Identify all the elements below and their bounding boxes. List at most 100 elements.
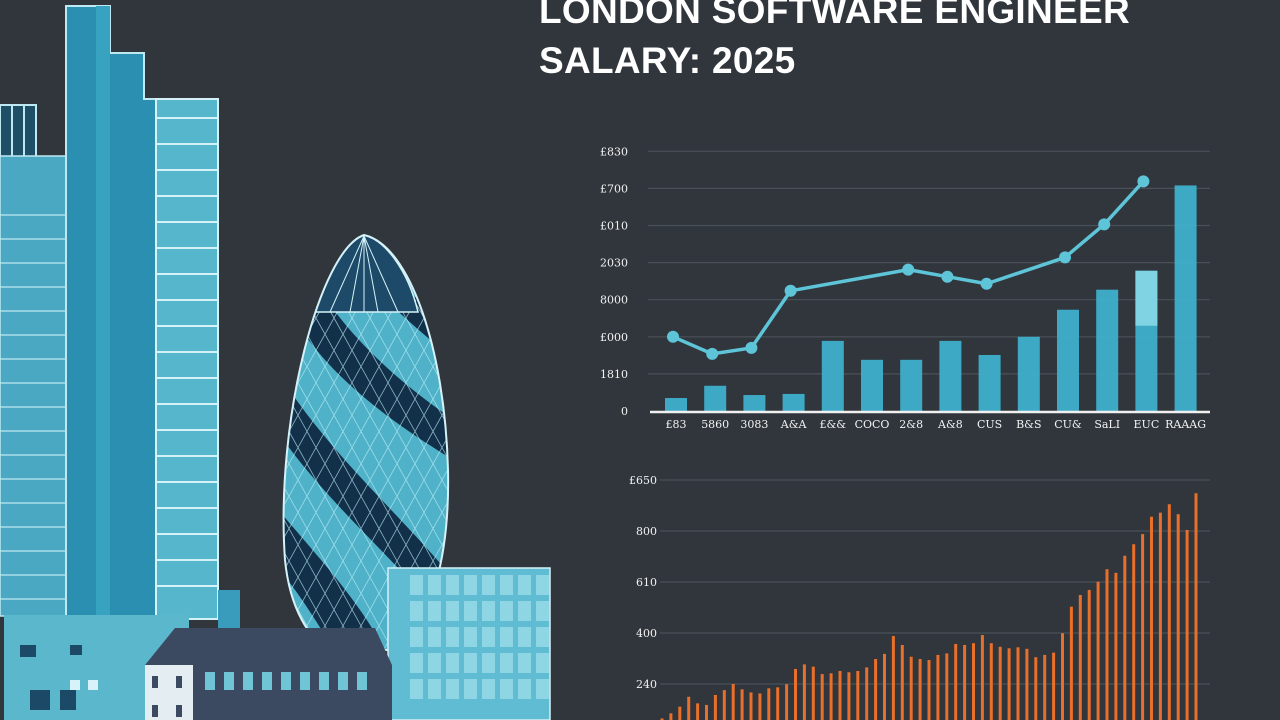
salary-trend-line: [672, 180, 1145, 356]
bar: [1043, 654, 1047, 720]
title-line-2: SALARY: 2025: [539, 40, 796, 81]
bar: [1007, 648, 1011, 720]
y-tick-label: 1810: [600, 368, 628, 381]
bar: [1069, 606, 1073, 720]
bar: [776, 687, 780, 720]
bar: [767, 688, 771, 720]
bar: [847, 672, 851, 720]
bar: [1052, 652, 1056, 720]
bar: [665, 398, 687, 411]
bar: [785, 684, 789, 720]
bar: [749, 692, 753, 720]
bar: [963, 644, 967, 720]
y-tick-label: £010: [600, 220, 628, 233]
bar: [1185, 529, 1189, 720]
line-point: [902, 263, 915, 276]
bar: [1167, 504, 1171, 720]
bar: [856, 670, 860, 720]
x-tick-label: A&8: [937, 418, 963, 431]
london-skyline-illustration: [0, 5, 551, 720]
line-point: [980, 277, 993, 290]
bar: [900, 359, 923, 411]
bar: [1158, 512, 1162, 720]
bar: [972, 643, 975, 720]
x-tick-label: RAAAG: [1165, 418, 1206, 431]
bar: [838, 670, 842, 720]
line-point: [1137, 175, 1150, 188]
x-tick-label: CUS: [977, 418, 1002, 431]
bar: [704, 385, 727, 411]
bar: [1025, 648, 1029, 720]
bar: [758, 693, 762, 720]
x-tick-label: EUC: [1134, 418, 1160, 431]
page-title: LONDON SOFTWARE ENGINEER SALARY: 2025: [539, 0, 1130, 86]
x-tick-label: SaLI: [1094, 418, 1120, 431]
x-tick-label: 3083: [740, 418, 768, 431]
bar: [1114, 572, 1118, 720]
bar: [794, 668, 797, 720]
bar: [936, 654, 940, 720]
line-point: [1059, 251, 1071, 264]
y-tick-label: £830: [600, 145, 628, 158]
x-tick-label: £83: [666, 418, 687, 431]
y-tick-label: 240: [636, 678, 657, 691]
bar: [900, 644, 904, 720]
x-tick-label: COCO: [855, 418, 890, 431]
x-tick-label: £&&: [820, 418, 847, 431]
bar: [1132, 544, 1136, 720]
y-tick-label: 610: [636, 576, 657, 589]
bar: [1017, 336, 1040, 411]
bar: [678, 706, 682, 720]
bar: [722, 690, 726, 720]
bar: [1105, 569, 1109, 720]
bar: [696, 703, 700, 720]
bar: [743, 395, 766, 411]
bar: [954, 643, 958, 720]
bar: [731, 684, 735, 720]
bar: [978, 354, 1001, 411]
bar-highlight: [1135, 270, 1158, 326]
bar: [927, 660, 931, 720]
y-tick-label: 0: [621, 405, 628, 418]
bar: [1016, 647, 1020, 720]
line-point: [745, 341, 758, 354]
y-tick-label: £700: [600, 182, 628, 195]
bar: [1078, 595, 1082, 720]
bar: [811, 666, 815, 720]
bar: [1057, 309, 1079, 411]
bar: [1141, 534, 1145, 720]
x-tick-label: 5860: [701, 418, 729, 431]
x-tick-label: A&A: [780, 418, 808, 431]
bar: [989, 643, 993, 720]
bar: [891, 636, 895, 720]
bar: [945, 653, 949, 720]
bar: [939, 340, 962, 411]
bar: [998, 646, 1002, 720]
bar: [1123, 555, 1127, 720]
bar: [909, 656, 913, 720]
bar: [1087, 589, 1091, 720]
bar: [740, 689, 744, 720]
bar: [1174, 185, 1197, 411]
bar: [1096, 581, 1100, 720]
bar: [829, 673, 833, 720]
bar: [1194, 493, 1198, 720]
line-point: [1098, 218, 1111, 231]
bar: [874, 659, 878, 720]
y-tick-label: £000: [600, 331, 628, 344]
line-point: [784, 284, 797, 297]
y-tick-label: 8000: [600, 294, 628, 307]
bar: [980, 635, 984, 720]
bar: [1034, 657, 1038, 720]
y-tick-label: 2030: [600, 257, 628, 270]
x-tick-label: CU&: [1054, 418, 1082, 431]
bar: [782, 393, 805, 411]
bar: [1061, 633, 1064, 720]
bar: [660, 718, 664, 720]
bar: [1150, 516, 1153, 720]
bar: [713, 694, 717, 720]
bar: [705, 704, 708, 720]
x-tick-label: 2&8: [899, 418, 923, 431]
y-tick-label: 800: [636, 525, 657, 538]
